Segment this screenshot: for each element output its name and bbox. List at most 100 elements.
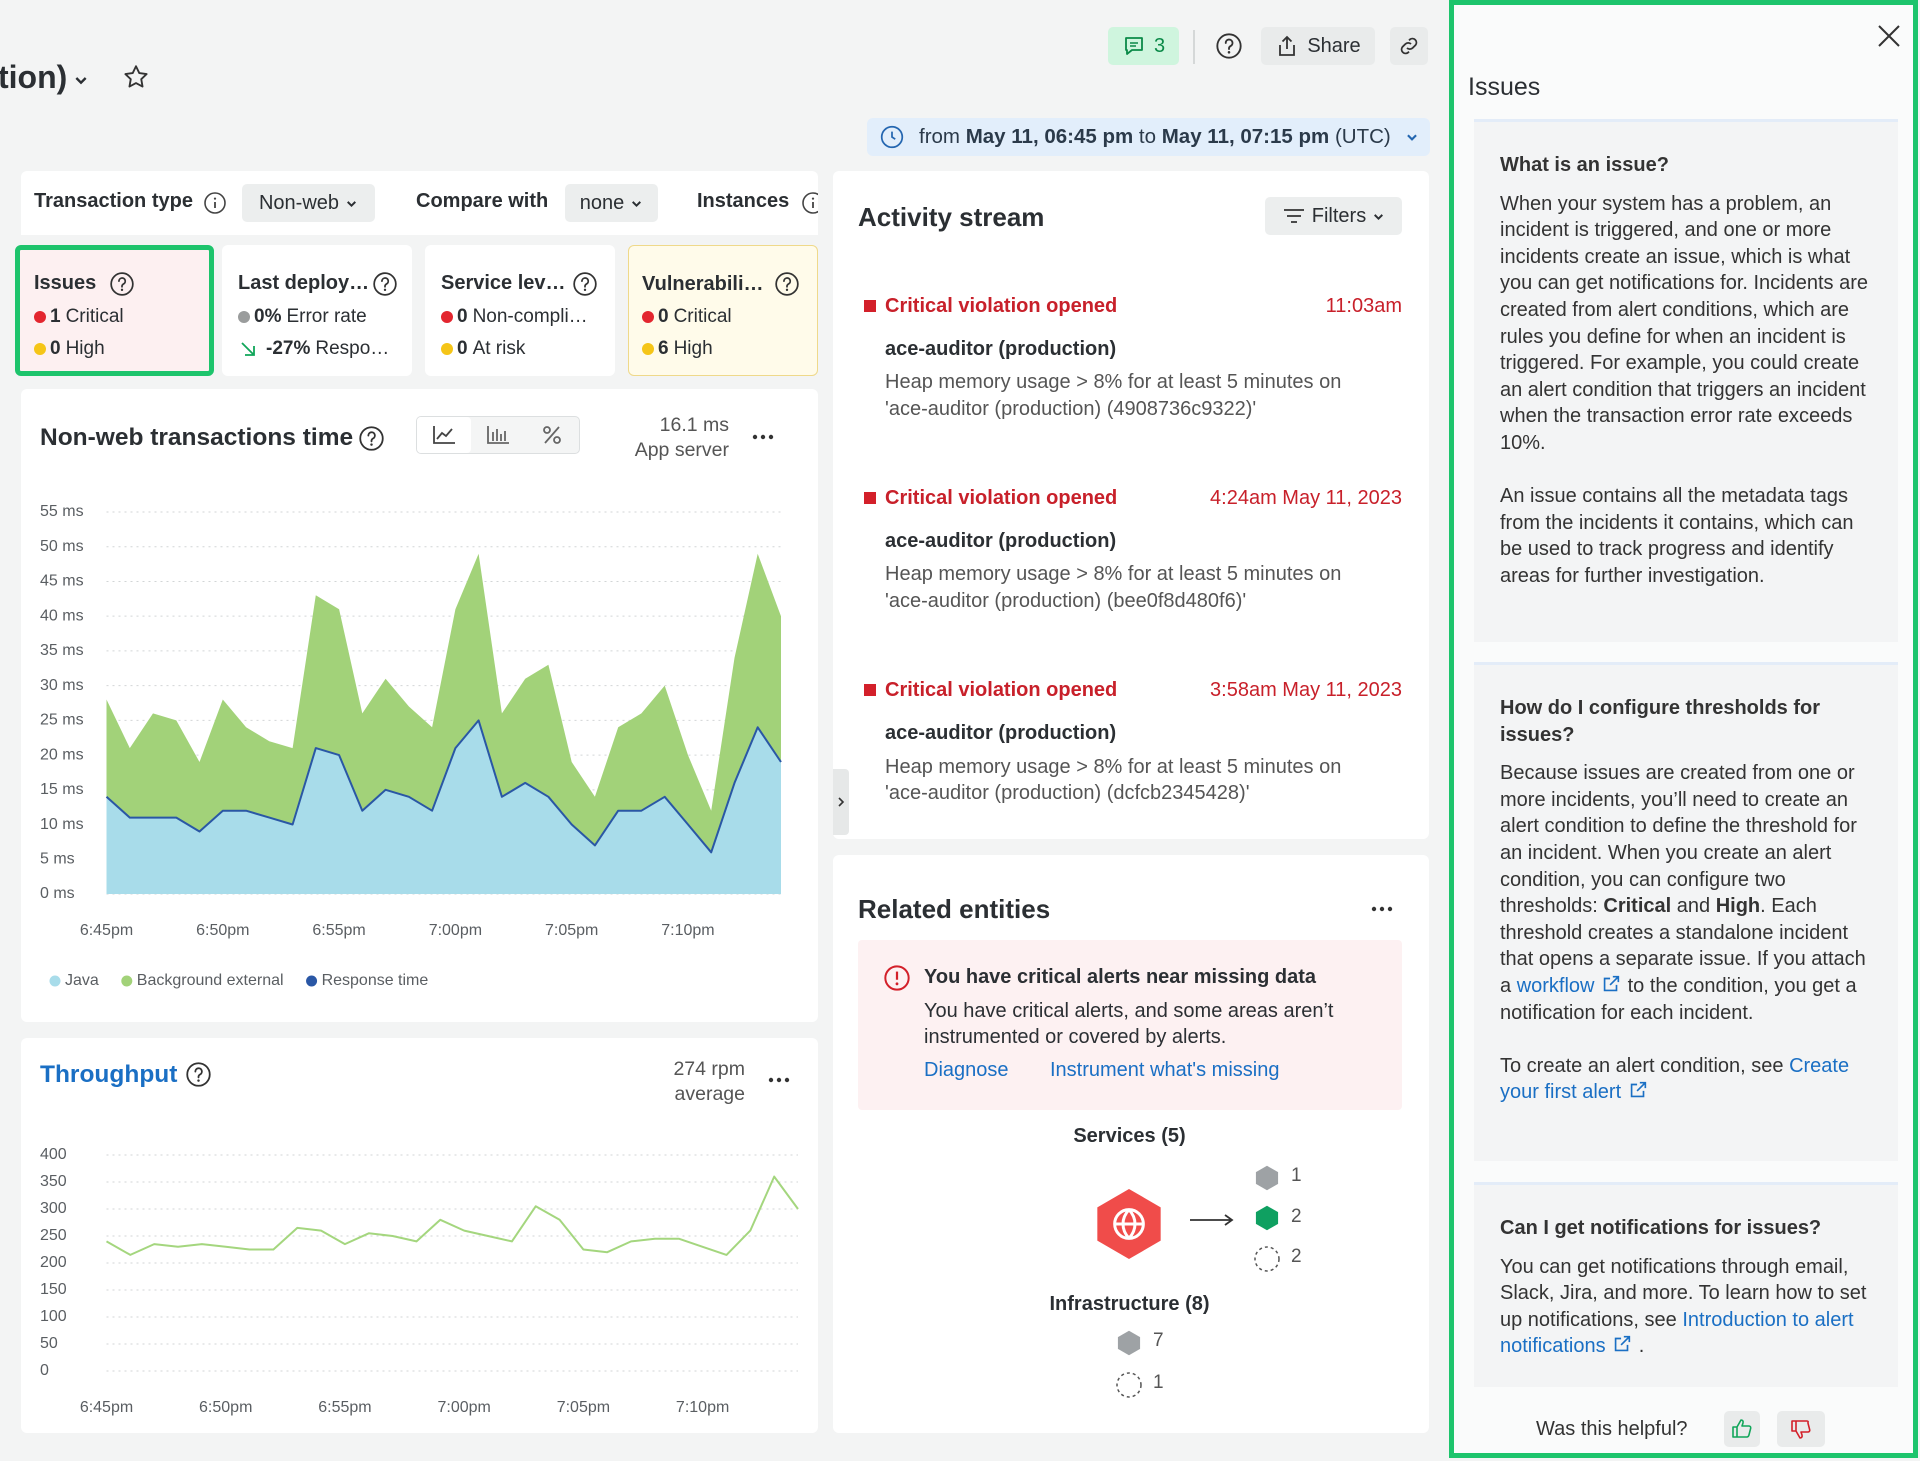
help-panel: Issues What is an issue? When your syste…: [1449, 0, 1918, 1458]
share-button[interactable]: Share: [1261, 27, 1375, 65]
severity-square: [864, 684, 876, 696]
doc-link[interactable]: Introduction to alert notifications: [1500, 1308, 1854, 1358]
alert-body: You have critical alerts, and some areas…: [924, 1000, 1334, 1022]
help-icon: [372, 271, 398, 297]
help-icon[interactable]: [185, 1061, 212, 1088]
section-heading: Can I get notifications for issues?: [1500, 1217, 1822, 1239]
section-text: You can get notifications through email,…: [1500, 1254, 1872, 1360]
percent-toggle[interactable]: [525, 417, 579, 453]
chart-title: Non-web transactions time: [40, 424, 354, 451]
thumbs-down[interactable]: [1777, 1411, 1825, 1447]
panel-title: Related entities: [858, 894, 1051, 924]
service-level-card[interactable]: Service lev… 0 Non-compli… 0 At risk: [425, 245, 615, 376]
text-run: to the condition, you get a notification…: [1500, 974, 1857, 1024]
alert-title: You have critical alerts near missing da…: [924, 966, 1317, 988]
deploy-card[interactable]: Last deploy… 0% Error rate -27% Respo…: [222, 245, 412, 376]
use: [1256, 1166, 1278, 1191]
event-title[interactable]: Critical violation opened: [885, 487, 1118, 509]
section-text: To create an alert condition, see Create…: [1500, 1053, 1872, 1106]
alert-body: instrumented or covered by alerts.: [924, 1026, 1227, 1048]
time-zone: (UTC): [1334, 125, 1391, 148]
use: [803, 193, 818, 213]
comments-button[interactable]: 3: [1108, 27, 1179, 65]
bar-toggle[interactable]: [471, 417, 525, 453]
alert-link[interactable]: Instrument what's missing: [1050, 1059, 1280, 1081]
card-title: Vulnerabili…: [642, 273, 764, 295]
area-toggle[interactable]: [417, 417, 471, 453]
time-picker[interactable]: from May 11, 06:45 pm to May 11, 07:15 p…: [867, 118, 1430, 156]
card-label: Respo…: [315, 338, 390, 359]
section-text: When your system has a problem, an incid…: [1500, 192, 1868, 454]
share-icon: [1279, 35, 1296, 56]
circle: [543, 426, 551, 434]
issues-card[interactable]: Issues 1 Critical 0 High: [15, 245, 214, 376]
link-icon: [1400, 37, 1418, 55]
more-menu[interactable]: [1370, 905, 1394, 913]
card-label: High: [673, 338, 713, 359]
card-count: -27%: [266, 338, 311, 359]
severity-square: [864, 300, 876, 312]
doc-link[interactable]: workflow: [1516, 974, 1595, 997]
service-hexagon[interactable]: [1089, 1184, 1169, 1264]
card-row: 0 Non-compli…: [441, 303, 588, 331]
flow-arrow: [1190, 1214, 1234, 1226]
section-heading: How do I configure thresholds for issues…: [1500, 697, 1820, 746]
chart-summary: 274 rpm average: [673, 1057, 745, 1107]
use: [1375, 214, 1383, 218]
circle: [752, 434, 758, 440]
info-icon[interactable]: [801, 191, 818, 215]
close-button[interactable]: [1875, 22, 1903, 50]
use: [574, 273, 596, 295]
chart-title[interactable]: Throughput: [40, 1061, 178, 1088]
section-heading: What is an issue?: [1500, 154, 1669, 176]
event-title[interactable]: Critical violation opened: [885, 295, 1118, 317]
transaction-dropdown[interactable]: Non-web: [242, 184, 375, 222]
path: [1129, 42, 1138, 47]
more-menu[interactable]: [751, 433, 775, 441]
title-chevron: [73, 72, 89, 88]
external-icon: [1611, 1333, 1633, 1355]
group-title: Services (5): [1073, 1125, 1186, 1147]
feedback-label: Was this helpful?: [1536, 1418, 1688, 1440]
circle: [1116, 1372, 1142, 1398]
event-title[interactable]: Critical violation opened: [885, 679, 1118, 701]
help-icon: [572, 271, 598, 297]
help-icon: [109, 271, 135, 297]
entity-dashed[interactable]: [1253, 1245, 1281, 1273]
help-button[interactable]: [1210, 27, 1248, 65]
help-icon[interactable]: [358, 425, 385, 452]
path: [1125, 37, 1143, 55]
entity-title[interactable]: tion): [0, 56, 89, 98]
help-section: How do I configure thresholds for issues…: [1474, 662, 1898, 1161]
section-text: An issue contains all the metadata tags …: [1500, 485, 1854, 587]
info-icon[interactable]: [203, 191, 227, 215]
doc-link[interactable]: Create your first alert: [1500, 1054, 1850, 1104]
circle: [768, 1077, 774, 1083]
text-run: Because issues are created from one or m…: [1500, 762, 1857, 918]
entity-count: 1: [1291, 1165, 1302, 1186]
entity-hexagon[interactable]: [1115, 1329, 1143, 1357]
event-entity: ace-auditor (production): [885, 530, 1117, 552]
use: [205, 193, 225, 213]
compare-dropdown[interactable]: none: [565, 184, 658, 222]
vulnerability-card[interactable]: Vulnerabili… 0 Critical 6 High: [628, 245, 818, 376]
entity-hexagon[interactable]: [1253, 1164, 1281, 1192]
group-title: Infrastructure (8): [1049, 1293, 1210, 1315]
thumbs-up-icon: [1732, 1419, 1752, 1438]
comment-icon: [1125, 37, 1143, 55]
alert-icon: [884, 965, 910, 991]
dropdown-value: Non-web: [258, 191, 340, 214]
alert-link[interactable]: Diagnose: [924, 1059, 1009, 1081]
use: [187, 1063, 210, 1086]
collapse-tab[interactable]: [833, 769, 849, 835]
alert-banner: You have critical alerts near missing da…: [858, 940, 1402, 1110]
entity-dashed[interactable]: [1115, 1371, 1143, 1399]
more-menu[interactable]: [767, 1076, 791, 1084]
dropdown-value: none: [579, 191, 625, 214]
time-mid: to: [1138, 125, 1157, 148]
entity-hexagon[interactable]: [1253, 1204, 1281, 1232]
filters-button[interactable]: Filters: [1265, 197, 1402, 235]
favorite-star[interactable]: [122, 63, 150, 91]
copy-link-button[interactable]: [1390, 27, 1428, 65]
thumbs-up[interactable]: [1724, 1411, 1760, 1447]
